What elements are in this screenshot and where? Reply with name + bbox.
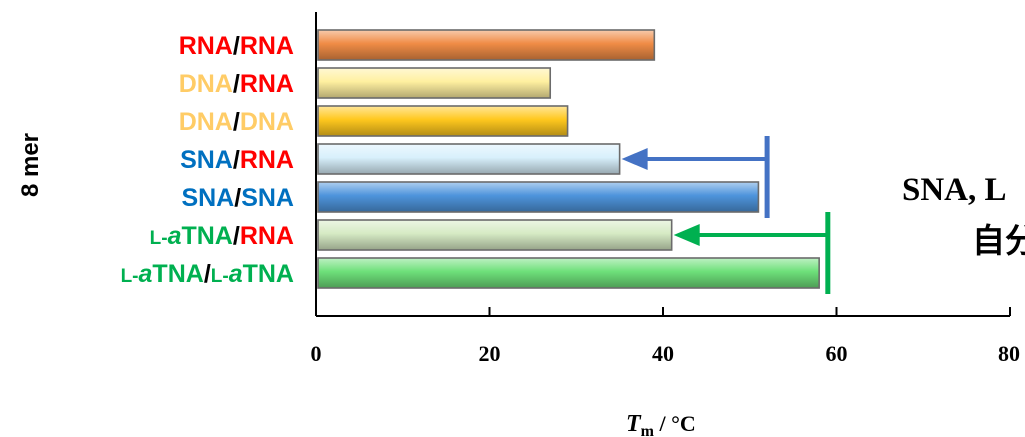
category-label-3: SNA/RNA bbox=[180, 146, 294, 174]
x-axis-title: Tm / °C bbox=[626, 411, 696, 437]
x-tick-label-60: 60 bbox=[826, 341, 848, 366]
side-text-line-2: 自分 bbox=[972, 223, 1025, 260]
category-label-0: RNA/RNA bbox=[179, 32, 294, 60]
bar-0 bbox=[317, 29, 656, 61]
annotations-group bbox=[621, 136, 831, 294]
x-tick-label-40: 40 bbox=[652, 341, 674, 366]
annotation-arrowhead-0 bbox=[621, 148, 648, 170]
x-tick-label-80: 80 bbox=[998, 341, 1020, 366]
bar-3 bbox=[317, 143, 621, 175]
bar-5 bbox=[317, 219, 673, 251]
category-label-4: SNA/SNA bbox=[181, 184, 294, 212]
group-label: 8 mer bbox=[17, 133, 44, 197]
category-label-5: L-aTNA/RNA bbox=[150, 222, 294, 250]
category-label-1: DNA/RNA bbox=[179, 70, 294, 98]
bar-1 bbox=[317, 67, 552, 99]
x-tick-label-0: 0 bbox=[311, 341, 322, 366]
category-label-6: L-aTNA/L-aTNA bbox=[121, 260, 294, 288]
category-label-2: DNA/DNA bbox=[179, 108, 294, 136]
axes-group: 0 20 40 60 80 bbox=[311, 12, 1020, 366]
category-labels-group: RNA/RNA DNA/RNA DNA/DNA SNA/RNA SNA/SNA L-aTN… bbox=[121, 32, 294, 288]
bar-2 bbox=[317, 105, 569, 137]
bar-4 bbox=[317, 181, 760, 213]
x-tick-label-20: 20 bbox=[479, 341, 501, 366]
side-text-line-1: SNA, L bbox=[902, 172, 1007, 208]
bars-group bbox=[317, 29, 820, 289]
annotation-arrowhead-1 bbox=[673, 224, 700, 246]
bar-6 bbox=[317, 257, 820, 289]
